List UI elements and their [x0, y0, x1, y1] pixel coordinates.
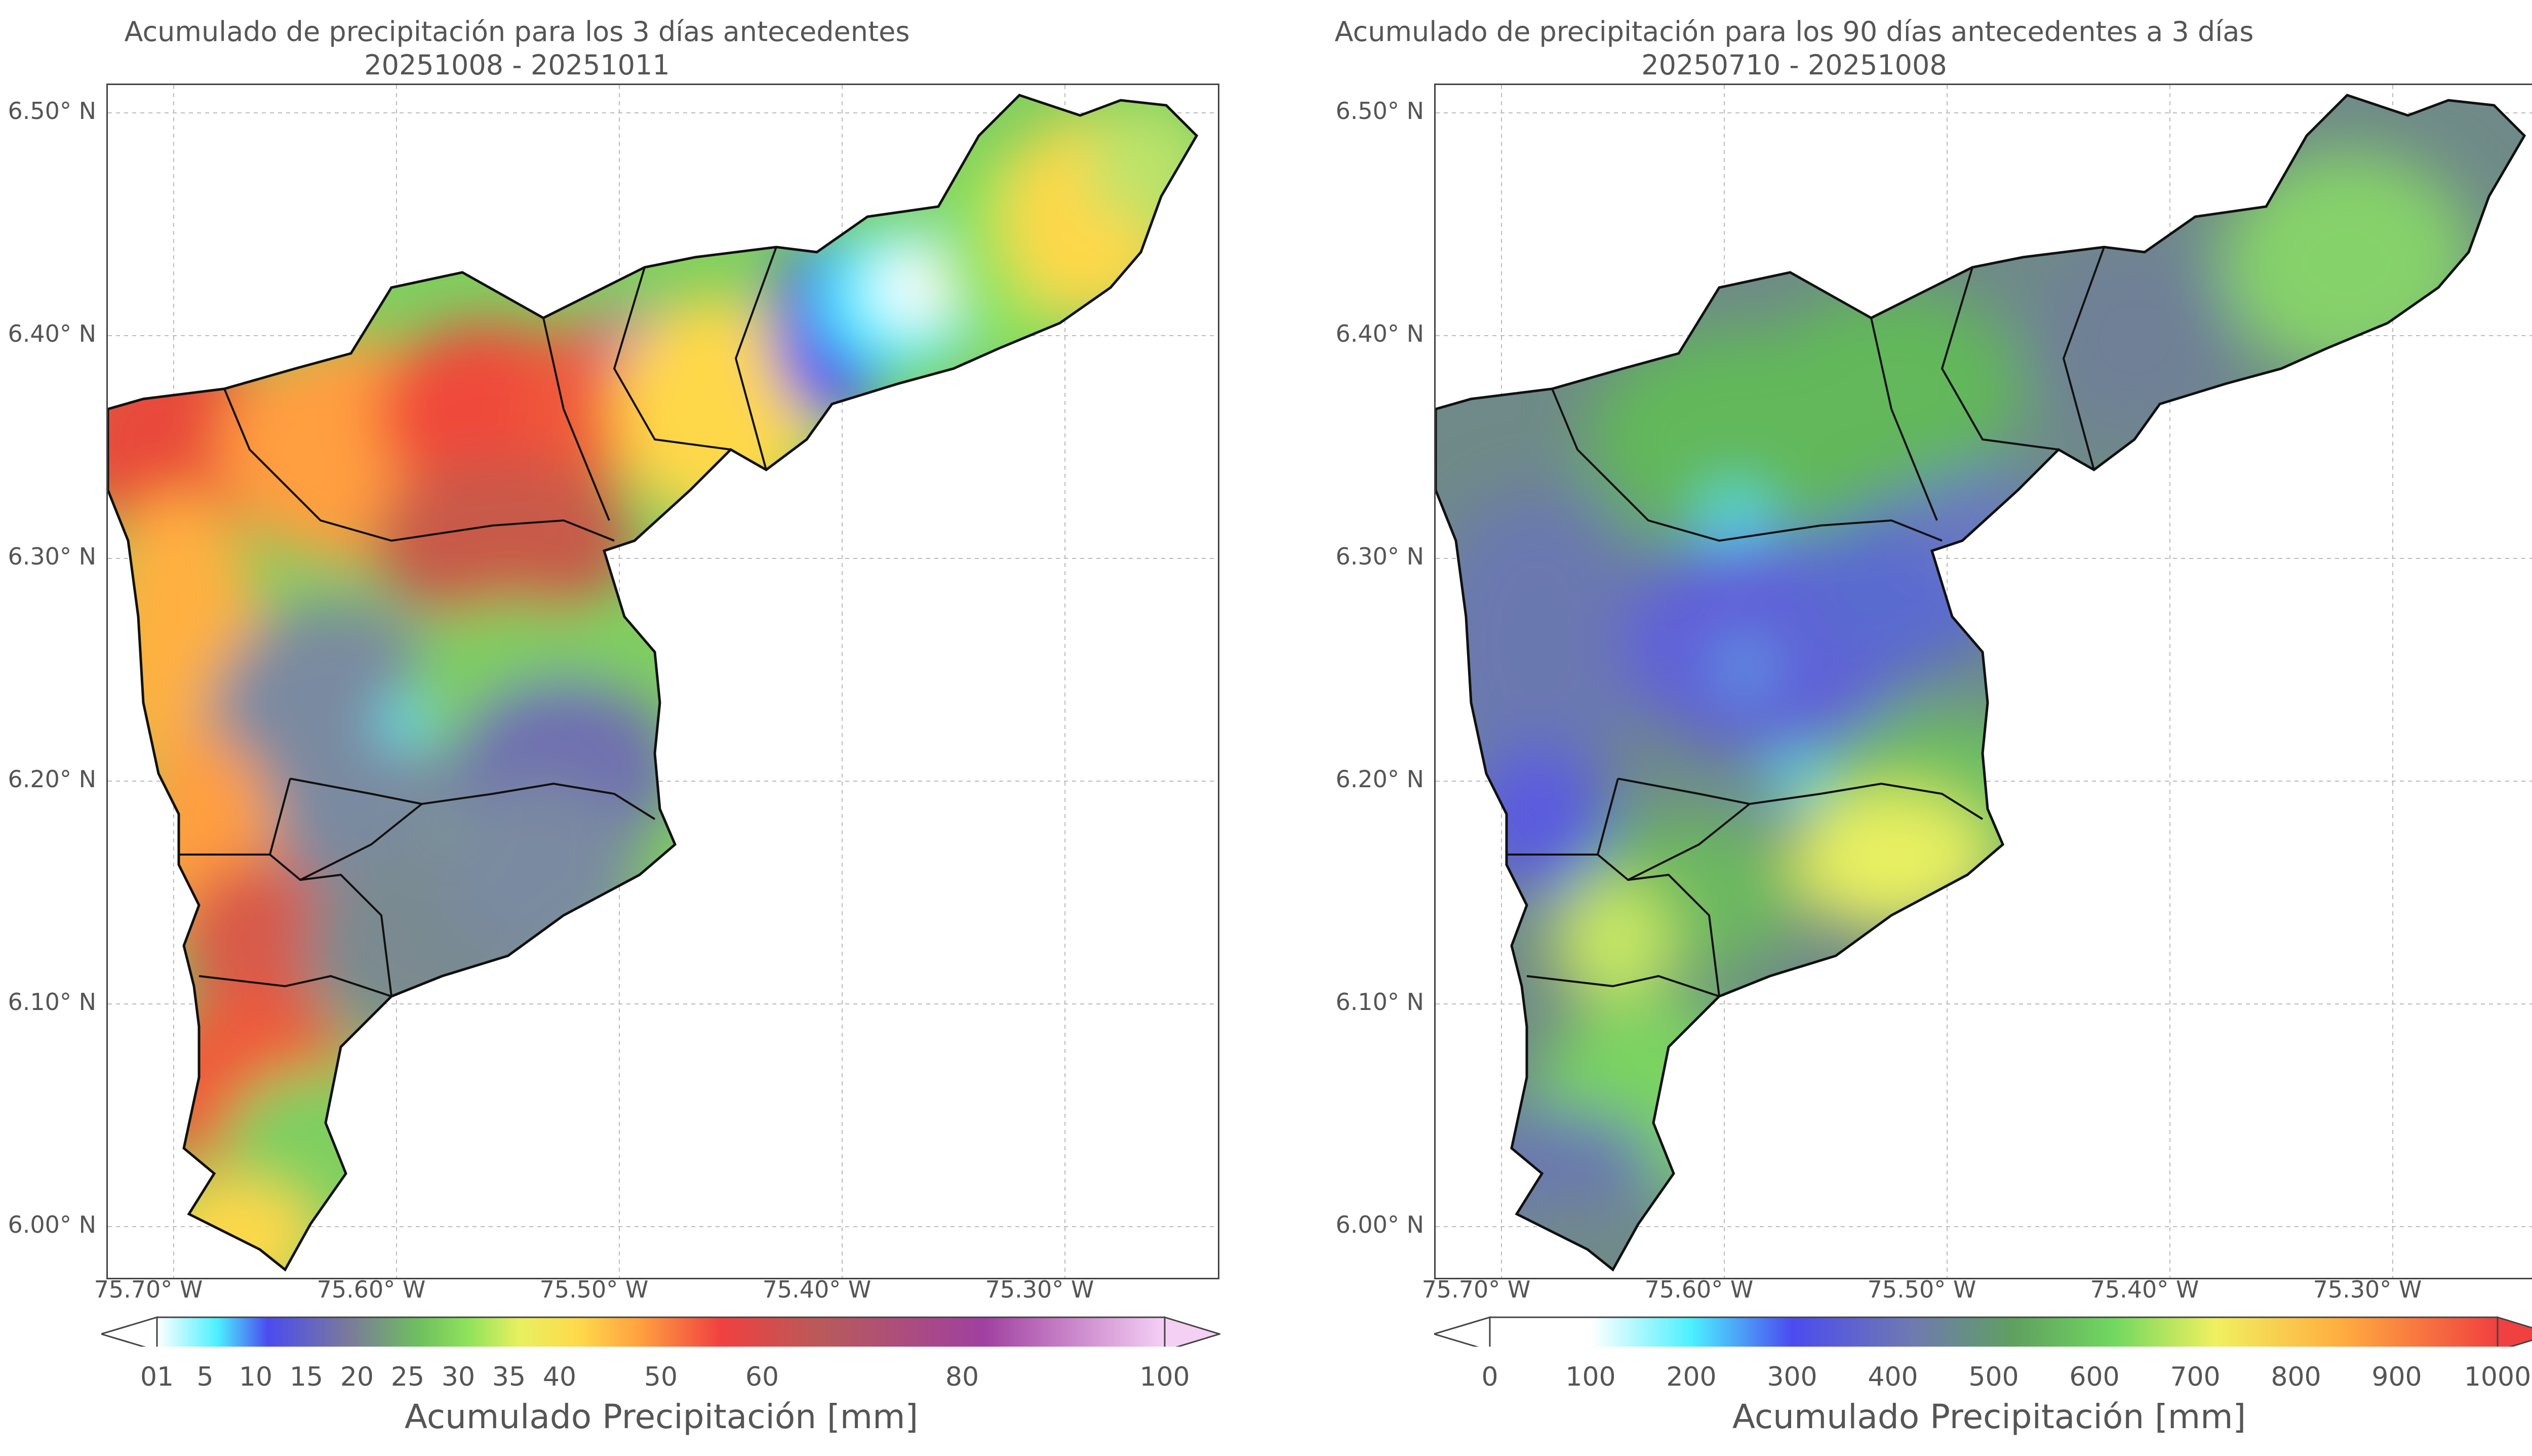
left-cbar-tick: 35	[492, 1362, 526, 1392]
right-lat-label: 6.40° N	[1335, 320, 1424, 347]
left-colorbar-label: Acumulado Precipitación [mm]	[404, 1397, 919, 1436]
right-lat-label: 6.10° N	[1335, 988, 1424, 1016]
right-cbar-tick: 300	[1767, 1362, 1817, 1392]
left-cbar-tick: 80	[945, 1362, 979, 1392]
right-cbar-tick: 0	[1481, 1362, 1498, 1392]
right-lon-label: 75.30° W	[2313, 1276, 2422, 1303]
right-cbar-tick: 100	[1565, 1362, 1616, 1392]
right-map-frame	[1434, 84, 2532, 1279]
left-title-line2: 20251008 - 20251011	[364, 49, 670, 81]
left-lat-label: 6.20° N	[8, 765, 96, 793]
left-cbar-tick: 60	[745, 1362, 779, 1392]
left-cbar-tick: 50	[644, 1362, 678, 1392]
left-cbar-tick: 30	[441, 1362, 476, 1392]
right-title-line2: 20250710 - 20251008	[1641, 49, 1947, 81]
right-lon-label: 75.60° W	[1644, 1276, 1754, 1303]
right-lat-label: 6.50° N	[1335, 97, 1424, 125]
right-lat-label: 6.00° N	[1335, 1211, 1424, 1238]
left-map-title: Acumulado de precipitación para los 3 dí…	[0, 15, 1156, 82]
right-colorbar	[1434, 1316, 2532, 1347]
left-map-frame	[106, 84, 1219, 1279]
left-lat-label: 6.50° N	[8, 97, 96, 125]
right-cbar-tick: 600	[2069, 1362, 2120, 1392]
left-cbar-tick: 100	[1139, 1362, 1190, 1392]
left-lon-label: 75.60° W	[316, 1276, 426, 1303]
right-colorbar-label: Acumulado Precipitación [mm]	[1732, 1397, 2246, 1436]
left-lon-label: 75.70° W	[94, 1276, 203, 1303]
right-map-title: Acumulado de precipitación para los 90 d…	[1156, 15, 2433, 82]
left-lon-label: 75.30° W	[985, 1276, 1094, 1303]
right-precip-map	[1436, 85, 2532, 1278]
right-region-outline	[1436, 94, 2526, 1272]
right-cbar-tick: 200	[1666, 1362, 1717, 1392]
left-cbar-tick: 20	[340, 1362, 374, 1392]
left-cbar-tick: 10	[239, 1362, 273, 1392]
right-cbar-tick: 800	[2271, 1362, 2321, 1392]
left-lat-label: 6.40° N	[8, 320, 96, 347]
left-lat-label: 6.30° N	[8, 543, 96, 570]
right-cbar-tick: 900	[2371, 1362, 2422, 1392]
left-region-outline	[108, 94, 1199, 1272]
right-title-line1: Acumulado de precipitación para los 90 d…	[1334, 16, 2254, 48]
left-lat-label: 6.10° N	[8, 988, 96, 1016]
left-cbar-tick: 40	[542, 1362, 577, 1392]
left-cbar-tick: 25	[390, 1362, 425, 1392]
right-cbar-tick: 500	[1968, 1362, 2019, 1392]
left-municipal-boundaries	[179, 216, 868, 997]
right-lon-label: 75.50° W	[1867, 1276, 1976, 1303]
left-map-panel: Acumulado de precipitación para los 3 dí…	[0, 15, 1220, 1436]
left-title-line1: Acumulado de precipitación para los 3 dí…	[124, 16, 910, 48]
left-lon-label: 75.40° W	[762, 1276, 872, 1303]
right-map-panel: Acumulado de precipitación para los 90 d…	[1277, 0, 2532, 1456]
right-cbar-tick: 700	[2170, 1362, 2221, 1392]
left-cbar-tick: 01	[140, 1362, 174, 1392]
right-cbar-tick: 1000	[2464, 1362, 2531, 1392]
left-colorbar	[101, 1316, 1220, 1347]
left-cbar-tick: 5	[196, 1362, 214, 1392]
right-lon-label: 75.40° W	[2090, 1276, 2199, 1303]
left-precip-field	[108, 95, 1197, 1270]
right-lat-label: 6.20° N	[1335, 765, 1424, 793]
left-lon-label: 75.50° W	[539, 1276, 649, 1303]
right-lat-label: 6.30° N	[1335, 543, 1424, 570]
left-precip-map	[108, 85, 1218, 1278]
right-lon-label: 75.70° W	[1421, 1276, 1531, 1303]
right-municipal-boundaries	[1507, 216, 2196, 997]
right-cbar-tick: 400	[1868, 1362, 1918, 1392]
left-lat-label: 6.00° N	[8, 1211, 96, 1238]
left-cbar-tick: 15	[289, 1362, 324, 1392]
